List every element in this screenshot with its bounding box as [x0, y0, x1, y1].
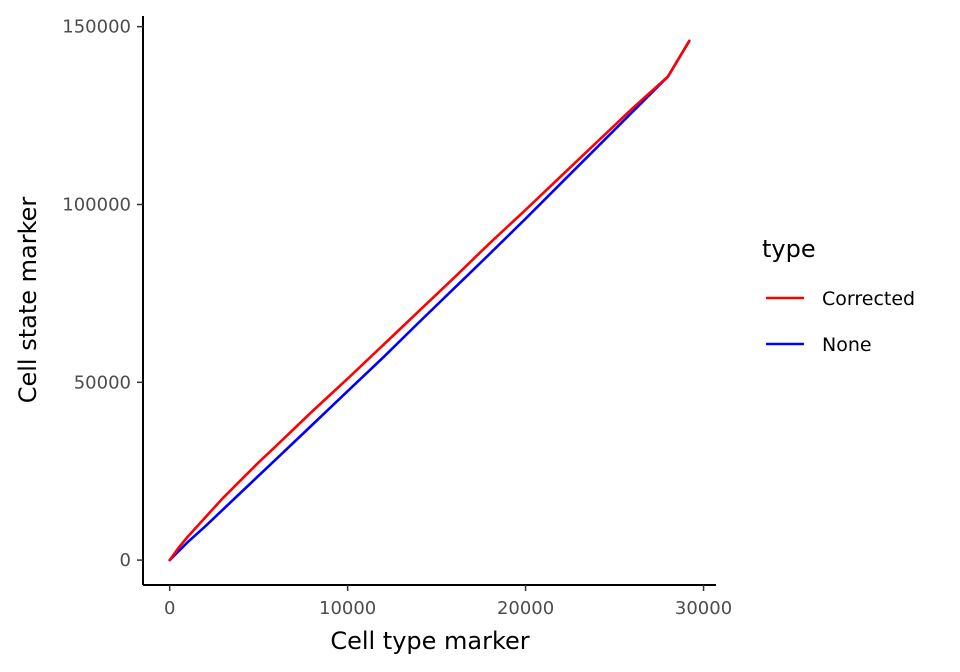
x-tick-label: 0 — [164, 598, 175, 619]
x-tick-label: 20000 — [497, 598, 554, 619]
y-axis-title: Cell state marker — [14, 197, 42, 404]
legend-title: type — [762, 235, 816, 263]
axes: 0 10000 20000 30000 0 50000 100000 150000 — [62, 16, 732, 619]
x-tick-label: 30000 — [675, 598, 732, 619]
series-line-corrected — [168, 39, 691, 562]
x-axis-title: Cell type marker — [330, 627, 529, 655]
legend: type Corrected None — [762, 235, 915, 356]
y-tick-label: 0 — [120, 550, 131, 571]
y-tick-label: 150000 — [62, 17, 131, 38]
plot-area — [168, 39, 691, 562]
legend-label-none: None — [822, 334, 872, 356]
legend-label-corrected: Corrected — [822, 288, 915, 310]
x-tick-label: 10000 — [319, 598, 376, 619]
series-line-none — [168, 39, 691, 562]
y-tick-label: 50000 — [74, 372, 131, 393]
y-tick-label: 100000 — [62, 194, 131, 215]
